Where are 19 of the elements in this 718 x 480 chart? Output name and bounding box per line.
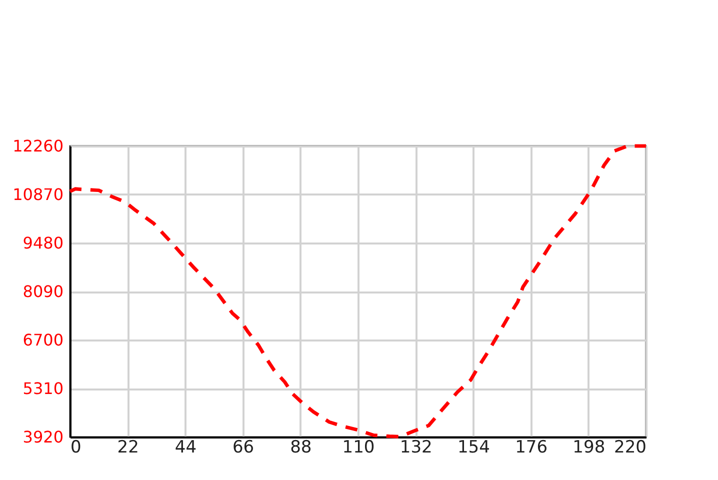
x-tick-label: 132 xyxy=(400,438,432,458)
x-tick-label: 66 xyxy=(232,438,254,458)
y-tick-label: 10870 xyxy=(12,185,64,204)
x-tick-label: 44 xyxy=(174,438,197,458)
y-tick-label: 9480 xyxy=(22,234,64,252)
x-tick-label: 176 xyxy=(515,438,548,458)
x-tick-label: 22 xyxy=(117,438,139,458)
x-tick-label: 154 xyxy=(457,438,490,458)
x-tick-label: 110 xyxy=(342,438,375,458)
y-tick-label: 6700 xyxy=(22,330,64,350)
x-tick-label: 198 xyxy=(572,438,606,458)
x-tick-label: 0 xyxy=(70,438,82,458)
x-tick-label: 220 xyxy=(614,438,646,458)
y-tick-label: 3920 xyxy=(22,428,64,446)
y-tick-label: 8090 xyxy=(22,282,64,301)
line-series xyxy=(68,144,648,438)
y-tick-label: 12260 xyxy=(12,136,64,156)
x-tick-label: 88 xyxy=(290,438,312,458)
y-tick-label: 5310 xyxy=(22,379,64,398)
